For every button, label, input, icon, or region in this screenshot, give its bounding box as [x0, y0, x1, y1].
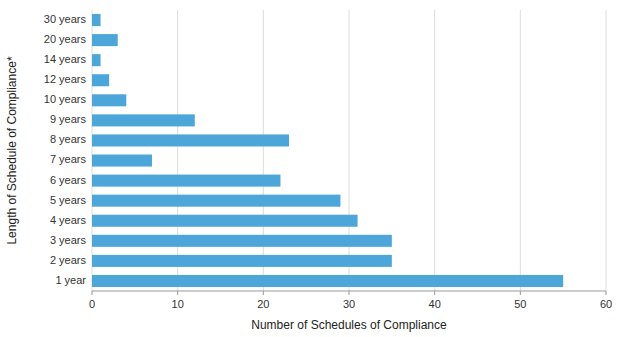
y-tick-label: 9 years: [50, 113, 87, 125]
y-tick-label: 14 years: [44, 53, 87, 65]
y-tick-label: 20 years: [44, 33, 87, 45]
bar: [92, 175, 280, 187]
bar: [92, 155, 152, 167]
y-tick-label: 4 years: [50, 214, 87, 226]
x-tick: [606, 291, 607, 295]
bar: [92, 14, 101, 26]
chart-container: 0 10 20 30 40 50 60 1 year 2 years 3 years 4 years…: [0, 0, 624, 337]
grid: [92, 10, 606, 291]
x-tick: [177, 291, 178, 295]
grid-line: [434, 10, 435, 291]
x-axis: 0 10 20 30 40 50 60: [89, 291, 612, 310]
bar: [92, 235, 392, 247]
x-tick-label: 40: [429, 298, 441, 310]
y-tick-label: 10 years: [44, 93, 87, 105]
x-tick-label: 10: [172, 298, 184, 310]
y-tick-label: 6 years: [50, 174, 87, 186]
bar: [92, 74, 109, 86]
x-axis-label: Number of Schedules of Compliance: [251, 318, 447, 332]
grid-line: [606, 10, 607, 291]
bar: [92, 215, 358, 227]
y-axis: 1 year 2 years 3 years 4 years 5 years 6 year…: [44, 13, 87, 286]
bar: [92, 34, 118, 46]
x-tick-label: 20: [257, 298, 269, 310]
bar: [92, 54, 101, 66]
grid-line: [349, 10, 350, 291]
y-tick-label: 5 years: [50, 194, 87, 206]
bar: [92, 94, 126, 106]
x-tick: [92, 291, 93, 295]
bars: [92, 14, 563, 287]
grid-line: [92, 10, 93, 291]
x-tick: [263, 291, 264, 295]
bar: [92, 195, 340, 207]
bar: [92, 255, 392, 267]
bar: [92, 114, 195, 126]
x-tick: [349, 291, 350, 295]
y-tick-label: 7 years: [50, 153, 87, 165]
y-tick-label: 30 years: [44, 13, 87, 25]
x-tick-label: 0: [89, 298, 95, 310]
y-tick-label: 2 years: [50, 254, 87, 266]
y-axis-label: Length of Schedule of Compliance*: [5, 56, 19, 244]
x-tick: [434, 291, 435, 295]
y-tick-label: 3 years: [50, 234, 87, 246]
grid-line: [263, 10, 264, 291]
bar: [92, 134, 289, 146]
x-tick-label: 50: [514, 298, 526, 310]
x-tick: [520, 291, 521, 295]
chart: 0 10 20 30 40 50 60 1 year 2 years 3 years 4 years…: [0, 0, 624, 337]
y-tick-label: 12 years: [44, 73, 87, 85]
grid-line: [177, 10, 178, 291]
y-tick-label: 1 year: [55, 274, 86, 286]
bar: [92, 275, 563, 287]
y-tick-label: 8 years: [50, 133, 87, 145]
x-tick-label: 60: [600, 298, 612, 310]
grid-line: [520, 10, 521, 291]
x-tick-label: 30: [343, 298, 355, 310]
